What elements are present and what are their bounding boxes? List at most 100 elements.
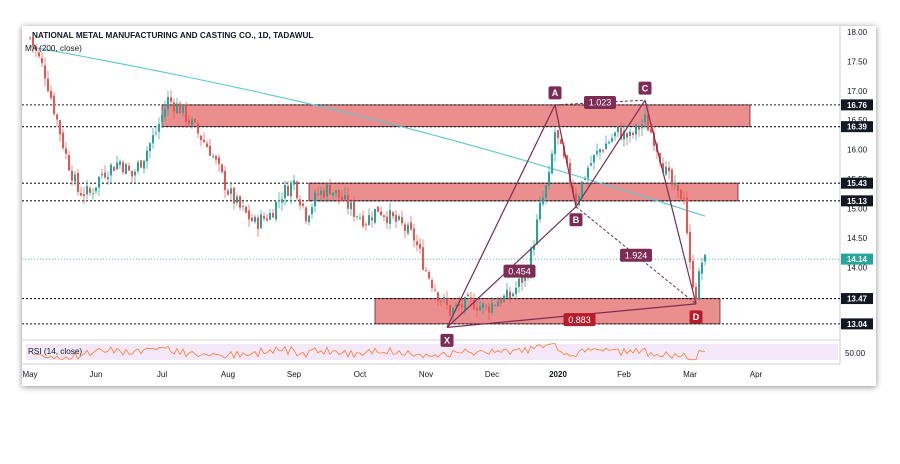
candle-body bbox=[143, 160, 145, 169]
candle-body bbox=[293, 180, 295, 185]
level-price-bg bbox=[841, 318, 873, 330]
candle-body bbox=[134, 171, 136, 176]
pattern-leg-bc bbox=[575, 99, 646, 208]
time-axis-label: Jul bbox=[157, 370, 167, 379]
candle-body bbox=[668, 167, 670, 172]
candle-body bbox=[296, 181, 298, 199]
candle-body bbox=[209, 145, 211, 156]
candle-body bbox=[482, 303, 484, 308]
candle-body bbox=[494, 305, 496, 306]
time-axis-label: Feb bbox=[617, 370, 631, 379]
candle-body bbox=[56, 114, 58, 120]
ratio-label-bg bbox=[584, 96, 616, 110]
time-axis-label: Mar bbox=[683, 370, 697, 379]
zone-1 bbox=[161, 104, 751, 128]
level-price-label: 13.04 bbox=[847, 320, 868, 329]
candle-body bbox=[374, 208, 376, 223]
candle-body bbox=[596, 151, 598, 154]
price-axis-tick: 14.00 bbox=[847, 263, 868, 272]
price-axis-tick: 17.00 bbox=[847, 87, 868, 96]
candle-body bbox=[350, 202, 352, 210]
candle-body bbox=[662, 163, 664, 173]
point-label-bg-a bbox=[548, 86, 562, 100]
candle-body bbox=[317, 193, 319, 195]
candle-body bbox=[161, 115, 163, 122]
price-axis-tick: 14.50 bbox=[847, 234, 868, 243]
candle-body bbox=[665, 166, 667, 175]
time-axis-label: Nov bbox=[419, 370, 433, 379]
candle-body bbox=[35, 46, 37, 51]
candle-body bbox=[128, 165, 130, 171]
candle-body bbox=[644, 114, 646, 123]
level-price-bg bbox=[841, 121, 873, 133]
candle-body bbox=[389, 209, 391, 224]
candle-body bbox=[44, 65, 46, 79]
candle-body bbox=[320, 190, 322, 195]
candle-body bbox=[269, 212, 271, 220]
candle-body bbox=[167, 97, 169, 110]
candle-body bbox=[146, 150, 148, 162]
point-label-c: C bbox=[642, 83, 649, 93]
candle-body bbox=[80, 193, 82, 196]
candle-body bbox=[509, 291, 511, 299]
point-label-bg-c bbox=[638, 81, 652, 95]
candle-body bbox=[593, 154, 595, 163]
candle-body bbox=[680, 189, 682, 200]
candle-body bbox=[266, 218, 268, 221]
ratio-label: 1.023 bbox=[589, 98, 612, 108]
candle-body bbox=[71, 170, 73, 181]
candle-body bbox=[410, 222, 412, 230]
candle-body bbox=[650, 128, 652, 133]
candle-body bbox=[620, 127, 622, 140]
price-chart[interactable]: X A B C D 0.454 1.023 1.924 0.883 50.00 18.00 17.5… bbox=[22, 26, 876, 386]
candle-body bbox=[701, 262, 703, 274]
candle-body bbox=[326, 184, 328, 197]
candle-body bbox=[233, 187, 235, 204]
candle-body bbox=[413, 228, 415, 241]
candle-body bbox=[203, 139, 205, 143]
candle-body bbox=[434, 289, 436, 291]
candle-body bbox=[182, 104, 184, 114]
time-axis-label: Jun bbox=[90, 370, 103, 379]
candle-body bbox=[476, 307, 478, 311]
rsi-axis-tick: 50.00 bbox=[845, 349, 866, 358]
candle-body bbox=[179, 103, 181, 114]
candle-body bbox=[365, 224, 367, 225]
candle-body bbox=[191, 119, 193, 126]
candle-body bbox=[587, 167, 589, 179]
time-axis-label: Apr bbox=[750, 370, 763, 379]
candle-body bbox=[455, 305, 457, 307]
candle-body bbox=[566, 155, 568, 164]
rsi-legend: RSI (14, close) bbox=[28, 347, 82, 356]
level-price-bg bbox=[841, 177, 873, 189]
ratio-label: 1.924 bbox=[625, 250, 648, 260]
candle-body bbox=[602, 149, 604, 152]
candle-body bbox=[542, 197, 544, 205]
candle-body bbox=[74, 174, 76, 182]
ratio-label: 0.883 bbox=[568, 315, 591, 325]
time-axis-label: Oct bbox=[354, 370, 367, 379]
candle-body bbox=[257, 217, 259, 229]
current-price-bg bbox=[841, 253, 873, 265]
candle-body bbox=[569, 162, 571, 184]
candle-body bbox=[308, 215, 310, 223]
candle-body bbox=[299, 199, 301, 206]
candle-body bbox=[443, 297, 445, 299]
candle-body bbox=[32, 37, 34, 46]
candle-body bbox=[239, 196, 241, 208]
candle-body bbox=[440, 300, 442, 302]
candle-body bbox=[50, 90, 52, 98]
candle-body bbox=[137, 162, 139, 172]
chart-card: X A B C D 0.454 1.023 1.924 0.883 50.00 18.00 17.5… bbox=[22, 26, 876, 386]
candle-body bbox=[533, 245, 535, 250]
candle-body bbox=[377, 206, 379, 212]
candle-body bbox=[152, 135, 154, 144]
candle-body bbox=[614, 132, 616, 137]
ratio-label-bg bbox=[620, 248, 652, 262]
candle-body bbox=[338, 189, 340, 198]
candle-body bbox=[554, 132, 556, 154]
candle-body bbox=[635, 124, 637, 135]
candle-body bbox=[65, 148, 67, 154]
candle-body bbox=[458, 303, 460, 306]
time-axis-label: Aug bbox=[221, 370, 235, 379]
